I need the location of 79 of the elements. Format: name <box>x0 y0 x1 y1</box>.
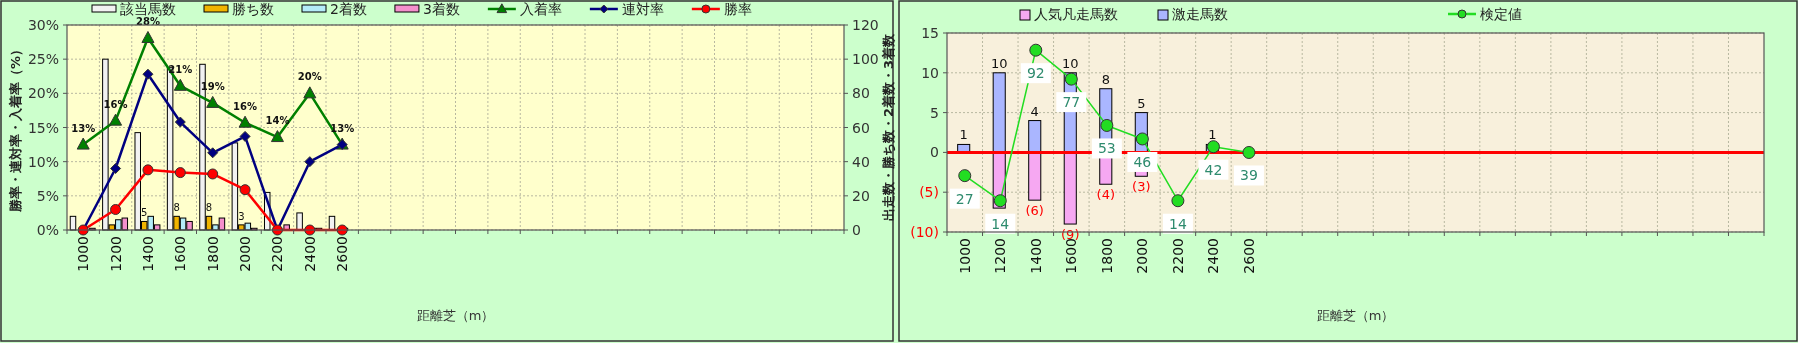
data-label: 14 <box>991 215 1010 232</box>
data-label: (6) <box>1025 203 1044 219</box>
data-label: 13% <box>71 122 96 134</box>
data-label: 8 <box>173 202 180 214</box>
y2-tick-label: 40 <box>852 153 870 170</box>
y-tick-label: 5% <box>36 187 59 204</box>
y-tick-label: (10) <box>910 224 939 240</box>
x-tick-label: 2600 <box>1240 238 1257 274</box>
y2-tick-label: 100 <box>852 51 879 68</box>
data-label: 77 <box>1062 94 1081 111</box>
x-tick-label: 1600 <box>172 236 189 272</box>
x-axis-title: 距離芝（m） <box>1316 308 1395 323</box>
y2-tick-label: 20 <box>852 187 870 204</box>
y2-tick-label: 60 <box>852 119 870 136</box>
y2-tick-label: 80 <box>852 85 870 102</box>
y-tick-label: 10% <box>27 153 59 170</box>
legend-label: 激走馬数 <box>1172 6 1228 22</box>
y-tick-label: 5 <box>930 104 939 121</box>
y-axis-title: 勝率・連対率・入着率（%） <box>7 42 23 214</box>
x-tick-label: 1400 <box>139 236 156 272</box>
legend-label: 勝率 <box>723 1 752 17</box>
x-tick-label: 1200 <box>992 238 1009 274</box>
legend-label: 検定値 <box>1480 6 1522 22</box>
data-label: 5 <box>141 207 148 219</box>
x-tick-label: 1000 <box>956 238 973 274</box>
data-label: 3 <box>238 210 245 222</box>
y-tick-label: 15% <box>27 119 59 136</box>
x-tick-label: 1800 <box>1098 238 1115 274</box>
data-label: 10 <box>990 55 1008 71</box>
legend-label: 人気凡走馬数 <box>1034 6 1118 22</box>
y-tick-label: 20% <box>27 85 59 102</box>
legend-label: 勝ち数 <box>232 1 274 17</box>
x-tick-label: 2400 <box>1205 238 1222 274</box>
data-label: 16% <box>233 100 258 112</box>
x-tick-label: 1000 <box>75 236 92 272</box>
data-label: 27 <box>955 190 974 207</box>
data-label: 8 <box>1101 71 1110 87</box>
x-tick-label: 1400 <box>1027 238 1044 274</box>
x-tick-label: 2400 <box>301 236 318 272</box>
data-label: 28% <box>135 15 160 27</box>
y-tick-label: 10 <box>921 64 939 81</box>
data-label: (3) <box>1132 179 1151 195</box>
legend-label: 入着率 <box>519 1 562 17</box>
y-tick-label: 0 <box>930 144 939 161</box>
data-label: 92 <box>1026 65 1045 82</box>
x-tick-label: 2600 <box>334 236 351 272</box>
data-label: 14 <box>1168 215 1187 232</box>
y-tick-label: 30% <box>27 17 59 33</box>
data-label: 20% <box>297 71 322 83</box>
data-label: 8 <box>205 202 213 214</box>
legend-label: 該当馬数 <box>120 1 176 17</box>
x-tick-label: 2200 <box>1169 238 1186 274</box>
y2-axis-title: 出走数・勝ち数・2着数・3着数 <box>880 32 896 222</box>
data-label: 1 <box>959 127 968 143</box>
data-label: 53 <box>1097 140 1116 157</box>
legend-label: 連対率 <box>621 1 664 17</box>
x-tick-label: 2000 <box>1134 238 1151 274</box>
x-tick-label: 1800 <box>204 236 221 272</box>
data-label: 14% <box>265 115 290 127</box>
y-tick-label: (5) <box>919 184 939 201</box>
y-tick-label: 15 <box>921 25 939 41</box>
y2-tick-label: 120 <box>852 17 879 33</box>
data-label: 10 <box>1061 55 1079 71</box>
data-label: 1 <box>1208 127 1217 143</box>
x-tick-label: 1200 <box>107 236 124 272</box>
legend-label: 2着数 <box>330 1 367 17</box>
data-label: 42 <box>1204 161 1223 178</box>
y2-tick-label: 0 <box>852 222 861 238</box>
data-label: 46 <box>1133 153 1152 170</box>
x-axis-title: 距離芝（m） <box>416 308 495 323</box>
x-tick-label: 2000 <box>237 236 254 272</box>
y-tick-label: 0% <box>36 222 59 238</box>
x-tick-label: 2200 <box>269 236 286 272</box>
y-tick-label: 25% <box>27 51 59 68</box>
data-label: (4) <box>1096 187 1115 203</box>
legend-label: 3着数 <box>422 1 460 17</box>
data-label: 5 <box>1137 95 1146 111</box>
data-label: 4 <box>1030 103 1039 119</box>
data-label: 39 <box>1240 167 1258 184</box>
